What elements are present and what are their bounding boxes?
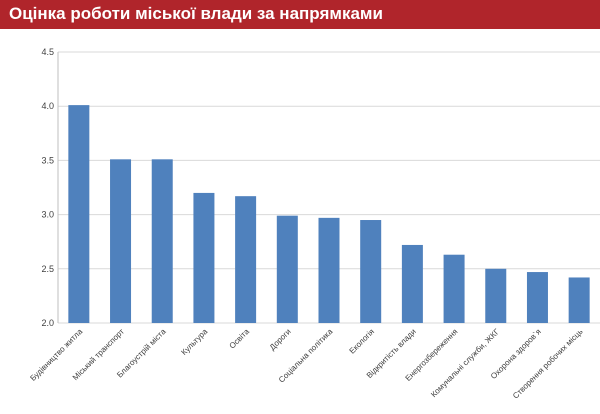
bar (151, 159, 173, 323)
header-bar: Оцінка роботи міської влади за напрямкам… (0, 0, 600, 29)
bar (276, 215, 298, 323)
y-tick-label: 3.5 (41, 155, 54, 165)
y-tick-label: 4.0 (41, 101, 54, 111)
bar (318, 217, 340, 323)
bar (443, 254, 465, 323)
bar (110, 159, 132, 323)
bar (193, 192, 215, 323)
y-tick-label: 2.0 (41, 318, 54, 328)
x-category-label: Культура (179, 327, 209, 357)
bar (568, 277, 590, 323)
bar (68, 105, 90, 323)
bar (526, 272, 548, 323)
y-tick-label: 2.5 (41, 264, 54, 274)
y-tick-label: 4.5 (41, 47, 54, 57)
page-title: Оцінка роботи міської влади за напрямкам… (9, 4, 383, 23)
x-category-label: Комунальні служби, ЖКГ (429, 327, 502, 400)
bar (485, 268, 507, 323)
x-category-label: Дороги (268, 327, 293, 352)
x-category-label: Освіта (227, 327, 251, 351)
bar (360, 220, 382, 323)
y-tick-label: 3.0 (41, 210, 54, 220)
bar (401, 244, 423, 323)
bar (235, 196, 257, 323)
x-category-label: Створення робочих місць (511, 327, 585, 401)
x-category-label: Екологія (348, 327, 377, 356)
